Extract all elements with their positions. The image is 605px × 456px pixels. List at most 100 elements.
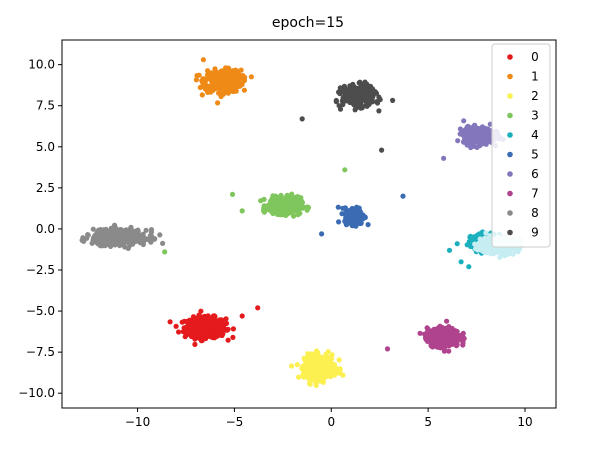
data-point [211,326,217,332]
series-5-points [319,193,406,237]
data-point [345,219,351,226]
data-point [333,99,339,105]
legend-marker [507,229,513,236]
data-point [205,75,211,81]
data-point [194,321,200,327]
data-point [322,368,328,374]
y-axis: −10.0 −7.5 −5.0 −2.5 0.0 2.5 5.0 7.5 10.0 [18,58,62,400]
data-point [319,231,325,237]
data-point [376,108,382,114]
legend-marker [507,210,513,216]
data-point [336,357,342,363]
data-point [328,357,334,363]
data-point [167,319,173,325]
data-point [474,144,480,150]
data-point [200,57,206,63]
data-point [472,241,478,247]
data-point [340,102,346,108]
data-point [229,79,235,85]
data-point [179,319,185,325]
y-tick-label: 7.5 [36,99,55,113]
x-axis: −10 −5 0 5 10 [125,408,533,429]
legend-label: 4 [531,128,539,142]
legend-marker [507,190,513,197]
data-point [205,68,211,74]
y-tick-label: 2.5 [36,181,55,195]
legend-marker [507,54,513,60]
data-point [240,73,246,79]
data-point [327,362,333,368]
data-point [216,90,222,96]
data-point [215,100,221,106]
data-point [261,196,267,202]
data-point [446,348,452,354]
data-point [230,326,236,332]
data-point [446,247,453,253]
y-tick-label: 10.0 [28,58,55,72]
data-point [344,87,350,93]
data-point [188,317,195,323]
data-point [310,365,316,371]
data-point [466,133,472,139]
series-2-points [289,348,346,388]
data-point [360,83,366,89]
legend-label: 6 [531,167,539,181]
data-point [468,127,474,133]
data-point [467,234,473,240]
data-point [216,79,222,86]
data-point [307,381,313,387]
legend-label: 7 [531,187,539,201]
data-point [148,229,154,235]
data-point [198,308,204,314]
data-point [442,330,448,336]
data-point [363,89,370,96]
legend-label: 2 [531,89,539,103]
y-tick-label: −7.5 [26,345,55,359]
data-point [182,334,188,340]
data-point [130,228,136,234]
data-point [193,77,199,83]
data-point [208,70,215,76]
data-point [117,242,123,249]
legend-marker [507,151,513,158]
data-point [261,209,267,215]
data-point [299,365,305,371]
series-0-points [167,305,261,347]
data-point [355,90,361,96]
data-point [100,239,106,245]
data-point [93,239,99,245]
data-point [357,212,363,218]
data-point [350,96,356,102]
data-point [262,204,269,210]
data-point [269,209,275,215]
data-point [237,82,243,88]
data-point [457,126,463,132]
data-point [118,234,124,240]
data-point [441,155,447,161]
data-point [299,116,305,122]
data-point [466,264,472,270]
series-3-points [162,167,348,255]
data-point [315,372,321,378]
data-point [384,346,391,352]
data-point [483,230,489,236]
chart-title: epoch=15 [272,15,344,31]
data-point [209,81,215,87]
data-point [439,334,445,340]
data-point [308,377,314,383]
data-point [298,203,305,209]
data-point [465,138,471,144]
data-point [461,118,467,124]
y-tick-label: 0.0 [36,222,55,236]
data-point [460,335,467,341]
data-point [376,94,382,100]
legend-box [491,43,551,248]
x-tick-label: −10 [125,415,150,429]
data-point [239,208,245,214]
data-point [475,247,481,253]
data-point [239,313,245,319]
data-point [390,97,396,103]
y-tick-label: −10.0 [18,386,55,400]
data-point [490,250,497,256]
